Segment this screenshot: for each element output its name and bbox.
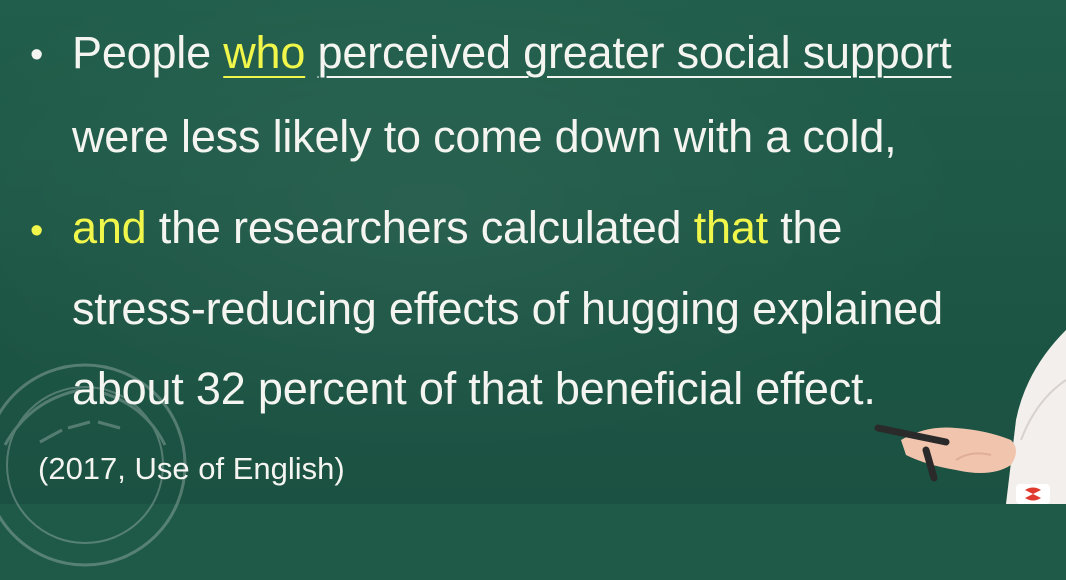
text-line: stress-reducing effects of hugging expla… xyxy=(72,286,943,331)
text-segment: stress-reducing effects of hugging expla… xyxy=(72,283,943,334)
text-line: People who perceived greater social supp… xyxy=(72,27,952,78)
highlighted-word-and: and xyxy=(72,202,147,253)
text-line: were less likely to come down with a col… xyxy=(72,111,897,162)
highlighted-word-that: that xyxy=(693,202,768,253)
text-segment: the xyxy=(767,202,843,253)
text-line: and the researchers calculated that the xyxy=(72,205,842,250)
bullet-marker: • xyxy=(30,34,44,76)
chalkboard-background xyxy=(0,0,1066,504)
channel-logo-icon xyxy=(1016,484,1050,504)
highlighted-word-who: who xyxy=(223,27,306,78)
text-segment: about 32 percent of that beneficial effe… xyxy=(72,363,876,414)
text-line: about 32 percent of that beneficial effe… xyxy=(72,366,876,411)
text-segment: were less likely to come down with a col… xyxy=(72,111,897,162)
presenter-hand-with-pointer xyxy=(874,330,1066,504)
text-segment: the researchers calculated xyxy=(146,202,694,253)
underlined-phrase: perceived greater social support xyxy=(317,27,952,78)
text-segment: People xyxy=(72,27,224,78)
bullet-marker: • xyxy=(30,210,44,252)
text-segment xyxy=(305,27,317,78)
citation: (2017, Use of English) xyxy=(38,451,345,486)
